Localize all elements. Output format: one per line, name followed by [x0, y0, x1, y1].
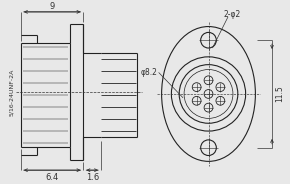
Text: 9: 9 — [50, 1, 55, 10]
Text: 2-φ2: 2-φ2 — [223, 10, 240, 19]
Text: φ8.2: φ8.2 — [141, 68, 158, 77]
Text: 1.6: 1.6 — [86, 174, 99, 183]
Text: 11.5: 11.5 — [275, 86, 284, 102]
Text: 5/16-24UNF-2A: 5/16-24UNF-2A — [9, 68, 14, 116]
Text: 6.4: 6.4 — [46, 174, 59, 183]
